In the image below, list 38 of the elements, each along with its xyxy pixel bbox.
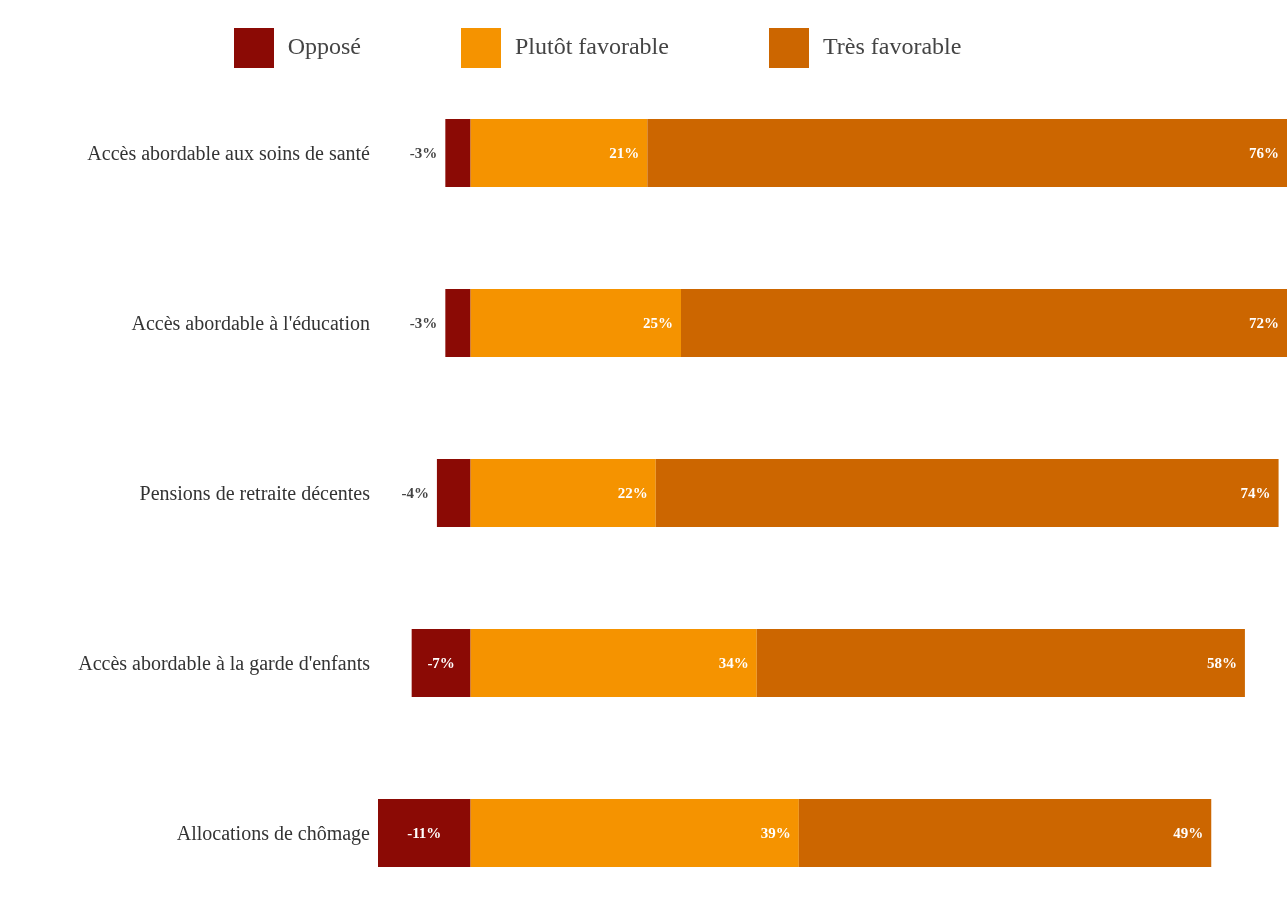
- bar: [647, 119, 1287, 187]
- data-label: -11%: [407, 825, 442, 841]
- data-label: 25%: [643, 315, 673, 331]
- bar: [470, 119, 648, 187]
- bar: [436, 459, 471, 527]
- bar: [445, 119, 471, 187]
- bar: [470, 459, 656, 527]
- data-label: 49%: [1173, 825, 1204, 841]
- bar: [445, 289, 471, 357]
- legend-label: Opposé: [287, 32, 361, 59]
- data-label: 58%: [1206, 655, 1237, 671]
- data-label: 76%: [1249, 145, 1279, 161]
- data-label: -3%: [409, 145, 438, 161]
- legend-label: Très favorable: [822, 32, 962, 59]
- bar: [470, 799, 799, 867]
- bar: [681, 289, 1287, 357]
- bar: [378, 799, 471, 867]
- data-label: 34%: [718, 655, 749, 671]
- data-label: 21%: [609, 145, 640, 161]
- y-tick-label: Accès abordable à la garde d'enfants: [78, 652, 371, 676]
- legend-label: Plutôt favorable: [514, 32, 669, 59]
- y-tick-label: Pensions de retraite décentes: [139, 482, 371, 505]
- data-label: -4%: [401, 485, 429, 501]
- data-label: -7%: [427, 655, 455, 671]
- data-label: 72%: [1249, 315, 1279, 331]
- bar: [798, 799, 1212, 867]
- bar: [411, 629, 471, 697]
- bar: [655, 459, 1279, 527]
- data-label: -3%: [409, 315, 438, 331]
- data-label: 22%: [617, 485, 648, 501]
- y-tick-label: Accès abordable aux soins de santé: [87, 142, 371, 165]
- y-tick-label: Accès abordable à l'éducation: [131, 312, 370, 335]
- y-tick-label: Allocations de chômage: [176, 822, 371, 846]
- bar: [756, 629, 1245, 697]
- bar: [470, 289, 681, 357]
- data-label: 39%: [760, 825, 791, 841]
- bar: [470, 629, 757, 697]
- data-label: 74%: [1240, 485, 1271, 501]
